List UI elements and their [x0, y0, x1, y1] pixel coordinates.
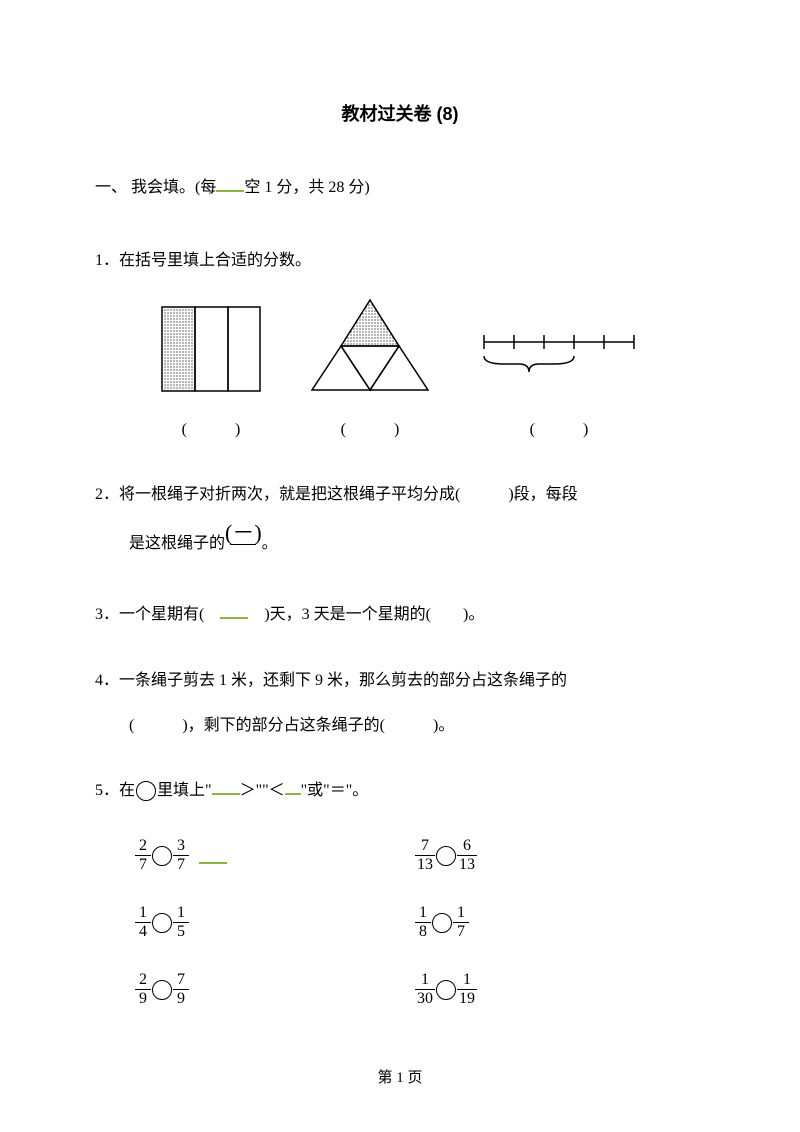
q5-suffix: "或"＝"。: [301, 782, 369, 799]
den: 4: [137, 924, 149, 940]
q4-line2: ( )，剩下的部分占这条绳子的( )。: [95, 708, 705, 743]
den: 9: [137, 991, 149, 1007]
fraction: 119: [457, 972, 477, 1007]
exam-title: 教材过关卷 (8): [95, 100, 705, 126]
q5-mid1: 里填上": [157, 782, 212, 799]
circle-icon: [436, 846, 456, 866]
compare-row-3: 29 79 130 119: [135, 972, 705, 1007]
compare-r2c1: 14 15: [135, 905, 415, 940]
compare-r3c1: 29 79: [135, 972, 415, 1007]
triangle-icon: [311, 298, 429, 392]
compare-row-1: 27 37 713 613: [135, 838, 705, 873]
den: 19: [457, 991, 477, 1007]
section-1-heading: 一、 我会填。(每 空 1 分，共 28 分): [95, 174, 705, 203]
den: 9: [175, 991, 187, 1007]
fraction: 613: [457, 838, 477, 873]
underline-icon: [285, 793, 301, 795]
section-1-heading-a: 一、 我会填。(每: [95, 179, 216, 196]
fraction: 29: [135, 972, 151, 1007]
comparison-grid: 27 37 713 613 14 15 18 17 29 79 130: [95, 838, 705, 1007]
num: 7: [419, 838, 431, 854]
compare-r1c2: 713 613: [415, 838, 695, 873]
q3-a: 3．一个星期有(: [95, 606, 220, 623]
den: 13: [415, 857, 435, 873]
q3-b: )天，3 天是一个星期的( )。: [248, 606, 484, 623]
num: 7: [175, 972, 187, 988]
circle-icon: [152, 913, 172, 933]
q2-line2-suffix: 。: [262, 536, 278, 553]
num: 6: [461, 838, 473, 854]
paren-1: ( ): [182, 412, 241, 447]
circle-icon: [152, 980, 172, 1000]
den: 5: [175, 924, 187, 940]
fraction: 27: [135, 838, 151, 873]
underline-icon: [212, 793, 240, 795]
fraction: 713: [415, 838, 435, 873]
bracket-icon: [479, 332, 639, 392]
num: 1: [137, 905, 149, 921]
rectangle-icon: [161, 306, 261, 392]
underline-icon: [216, 190, 244, 192]
num: 2: [137, 972, 149, 988]
num: 1: [417, 905, 429, 921]
circle-icon: [136, 781, 156, 801]
den: 7: [175, 857, 187, 873]
fraction: 37: [173, 838, 189, 873]
fraction: 14: [135, 905, 151, 940]
fraction-blank-icon: (－): [225, 522, 262, 567]
compare-r2c2: 18 17: [415, 905, 695, 940]
paren-3: ( ): [530, 412, 589, 447]
den: 7: [455, 924, 467, 940]
fraction: 130: [415, 972, 435, 1007]
num: 1: [455, 905, 467, 921]
compare-r3c2: 130 119: [415, 972, 695, 1007]
circle-icon: [152, 846, 172, 866]
question-1-text: 1．在括号里填上合适的分数。: [95, 243, 705, 278]
compare-r1c1: 27 37: [135, 838, 415, 873]
fraction: 15: [173, 905, 189, 940]
num: 1: [175, 905, 187, 921]
den: 30: [415, 991, 435, 1007]
question-2: 2．将一根绳子对折两次，就是把这根绳子平均分成( )段，每段 是这根绳子的(－)…: [95, 477, 705, 567]
underline-icon: [199, 862, 227, 864]
question-1-figures: ( ) ( ): [95, 298, 705, 447]
den: 13: [457, 857, 477, 873]
figure-triangle: ( ): [311, 298, 429, 447]
section-1-heading-b: 空 1 分，共 28 分): [244, 179, 369, 196]
question-1: 1．在括号里填上合适的分数。 ( ): [95, 243, 705, 447]
num: 2: [137, 838, 149, 854]
question-5: 5．在 里填上" ＞""＜ "或"＝"。: [95, 773, 705, 808]
page-number: 第 1 页: [0, 1066, 800, 1087]
question-2-line2: 是这根绳子的(－) 。: [95, 522, 705, 567]
question-4: 4．一条绳子剪去 1 米，还剩下 9 米，那么剪去的部分占这条绳子的 ( )，剩…: [95, 663, 705, 743]
circle-icon: [432, 913, 452, 933]
question-2-line1: 2．将一根绳子对折两次，就是把这根绳子平均分成( )段，每段: [95, 477, 705, 512]
fraction: 18: [415, 905, 431, 940]
q5-prefix: 5．在: [95, 782, 135, 799]
fraction: 17: [453, 905, 469, 940]
den: 8: [417, 924, 429, 940]
question-3: 3．一个星期有( )天，3 天是一个星期的( )。: [95, 597, 705, 632]
q5-mid2: ＞""＜: [240, 782, 285, 799]
paren-2: ( ): [341, 412, 400, 447]
frac-blank-den: [241, 545, 247, 567]
circle-icon: [436, 980, 456, 1000]
num: 1: [461, 972, 473, 988]
den: 7: [137, 857, 149, 873]
q4-line1: 4．一条绳子剪去 1 米，还剩下 9 米，那么剪去的部分占这条绳子的: [95, 663, 705, 698]
num: 3: [175, 838, 187, 854]
underline-icon: [220, 617, 248, 619]
fraction: 79: [173, 972, 189, 1007]
num: 1: [419, 972, 431, 988]
compare-row-2: 14 15 18 17: [135, 905, 705, 940]
figure-rectangle: ( ): [161, 306, 261, 447]
q2-line2-prefix: 是这根绳子的: [129, 536, 225, 553]
frac-blank-num: (－): [225, 522, 262, 544]
figure-bracket: ( ): [479, 332, 639, 447]
